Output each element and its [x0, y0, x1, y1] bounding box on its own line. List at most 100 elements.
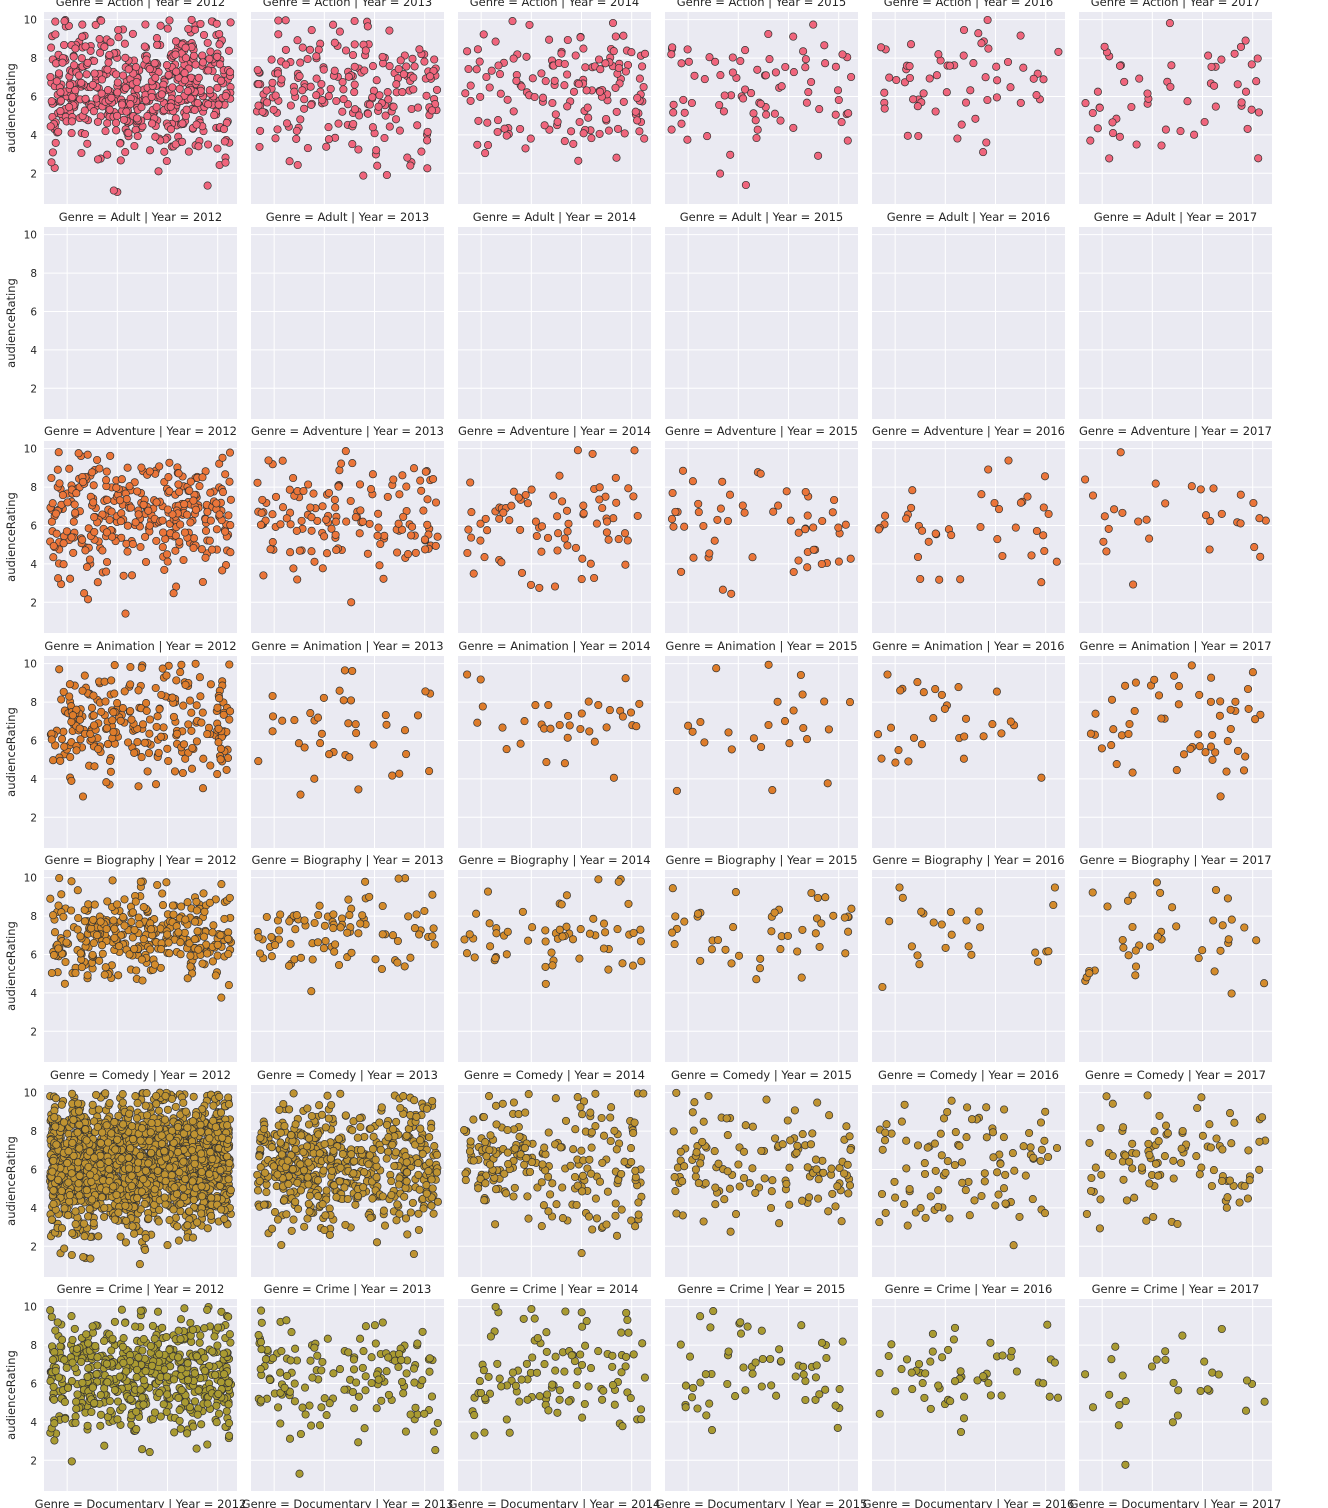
- scatter-point: [299, 486, 308, 496]
- scatter-point: [590, 573, 599, 583]
- scatter-point: [314, 910, 323, 920]
- scatter-point: [739, 94, 748, 103]
- scatter-point: [713, 935, 723, 945]
- panel-title: Genre = Animation | Year = 2013: [251, 639, 443, 653]
- scatter-point: [341, 447, 350, 456]
- scatter-point: [159, 723, 168, 732]
- scatter-point: [312, 91, 321, 100]
- scatter-point: [152, 1091, 161, 1101]
- scatter-point: [786, 516, 795, 525]
- scatter-point: [640, 49, 650, 58]
- scatter-point: [121, 1238, 130, 1247]
- scatter-point: [190, 1159, 199, 1168]
- scatter-point: [476, 675, 485, 684]
- scatter-point: [931, 685, 940, 694]
- scatter-point: [992, 62, 1001, 71]
- scatter-point: [174, 1236, 183, 1245]
- scatter-point: [74, 71, 84, 80]
- scatter-point: [463, 670, 472, 679]
- scatter-point: [584, 113, 593, 122]
- scatter-point: [206, 680, 215, 689]
- scatter-point: [310, 557, 319, 566]
- scatter-point: [215, 60, 224, 69]
- scatter-point: [144, 749, 154, 758]
- scatter-point: [142, 55, 151, 64]
- scatter-point: [773, 697, 782, 706]
- scatter-point: [350, 80, 359, 89]
- scatter-point: [1244, 704, 1253, 713]
- scatter-point: [67, 533, 76, 542]
- scatter-point: [176, 520, 185, 529]
- scatter-point: [124, 738, 133, 747]
- scatter-point: [101, 1089, 110, 1098]
- scatter-point: [192, 120, 201, 129]
- scatter-point: [374, 509, 383, 518]
- scatter-point: [80, 106, 89, 115]
- scatter-point: [120, 895, 129, 904]
- scatter-point: [532, 531, 541, 541]
- scatter-point: [267, 932, 276, 942]
- scatter-point: [624, 484, 633, 493]
- scatter-point: [271, 91, 280, 100]
- scatter-point: [285, 917, 294, 926]
- scatter-point: [293, 36, 302, 45]
- scatter-point: [190, 105, 199, 115]
- scatter-point: [1132, 140, 1141, 149]
- scatter-point: [614, 63, 623, 73]
- scatter-point: [208, 928, 217, 937]
- scatter-point: [993, 535, 1002, 544]
- scatter-point: [550, 76, 559, 85]
- scatter-point: [847, 72, 856, 82]
- scatter-point: [139, 903, 148, 912]
- scatter-point: [203, 507, 212, 516]
- scatter-point: [189, 496, 198, 505]
- scatter-point: [807, 77, 816, 87]
- scatter-point: [801, 55, 810, 64]
- scatter-point: [191, 505, 200, 514]
- scatter-point: [1207, 62, 1216, 71]
- y-axis-label: audienceRating: [4, 707, 18, 797]
- scatter-point: [226, 495, 235, 504]
- scatter-point: [358, 517, 367, 526]
- scatter-point: [998, 551, 1007, 561]
- scatter-point: [482, 72, 491, 82]
- scatter-point: [74, 913, 83, 923]
- scatter-point: [217, 76, 226, 85]
- scatter-point: [216, 931, 225, 940]
- scatter-point: [128, 29, 137, 38]
- scatter-point: [410, 924, 419, 933]
- scatter-point: [174, 480, 183, 489]
- scatter-point: [78, 32, 87, 41]
- scatter-point: [334, 119, 343, 128]
- scatter-point: [1120, 77, 1129, 86]
- scatter-point: [619, 31, 628, 40]
- scatter-point: [620, 129, 629, 138]
- scatter-point: [1109, 725, 1118, 734]
- scatter-point: [141, 20, 150, 29]
- scatter-point: [417, 486, 426, 495]
- scatter-point: [904, 757, 913, 766]
- scatter-point: [462, 949, 472, 958]
- scatter-point: [576, 724, 585, 734]
- scatter-point: [56, 756, 65, 765]
- scatter-point: [63, 929, 72, 938]
- scatter-point: [79, 1252, 88, 1262]
- scatter-point: [309, 489, 318, 498]
- scatter-point: [1156, 888, 1165, 897]
- scatter-point: [193, 98, 202, 108]
- scatter-point: [563, 541, 572, 550]
- scatter-point: [109, 916, 118, 925]
- scatter-point: [947, 930, 956, 939]
- scatter-point: [803, 511, 812, 520]
- scatter-point: [293, 575, 302, 584]
- scatter-point: [98, 949, 107, 958]
- scatter-point: [178, 768, 187, 778]
- scatter-point: [483, 526, 492, 535]
- scatter-point: [526, 580, 536, 589]
- scatter-point: [485, 83, 494, 92]
- scatter-point: [782, 487, 791, 496]
- scatter-point: [677, 59, 686, 68]
- scatter-point: [749, 734, 758, 743]
- scatter-point: [935, 575, 944, 584]
- scatter-point: [165, 1216, 174, 1225]
